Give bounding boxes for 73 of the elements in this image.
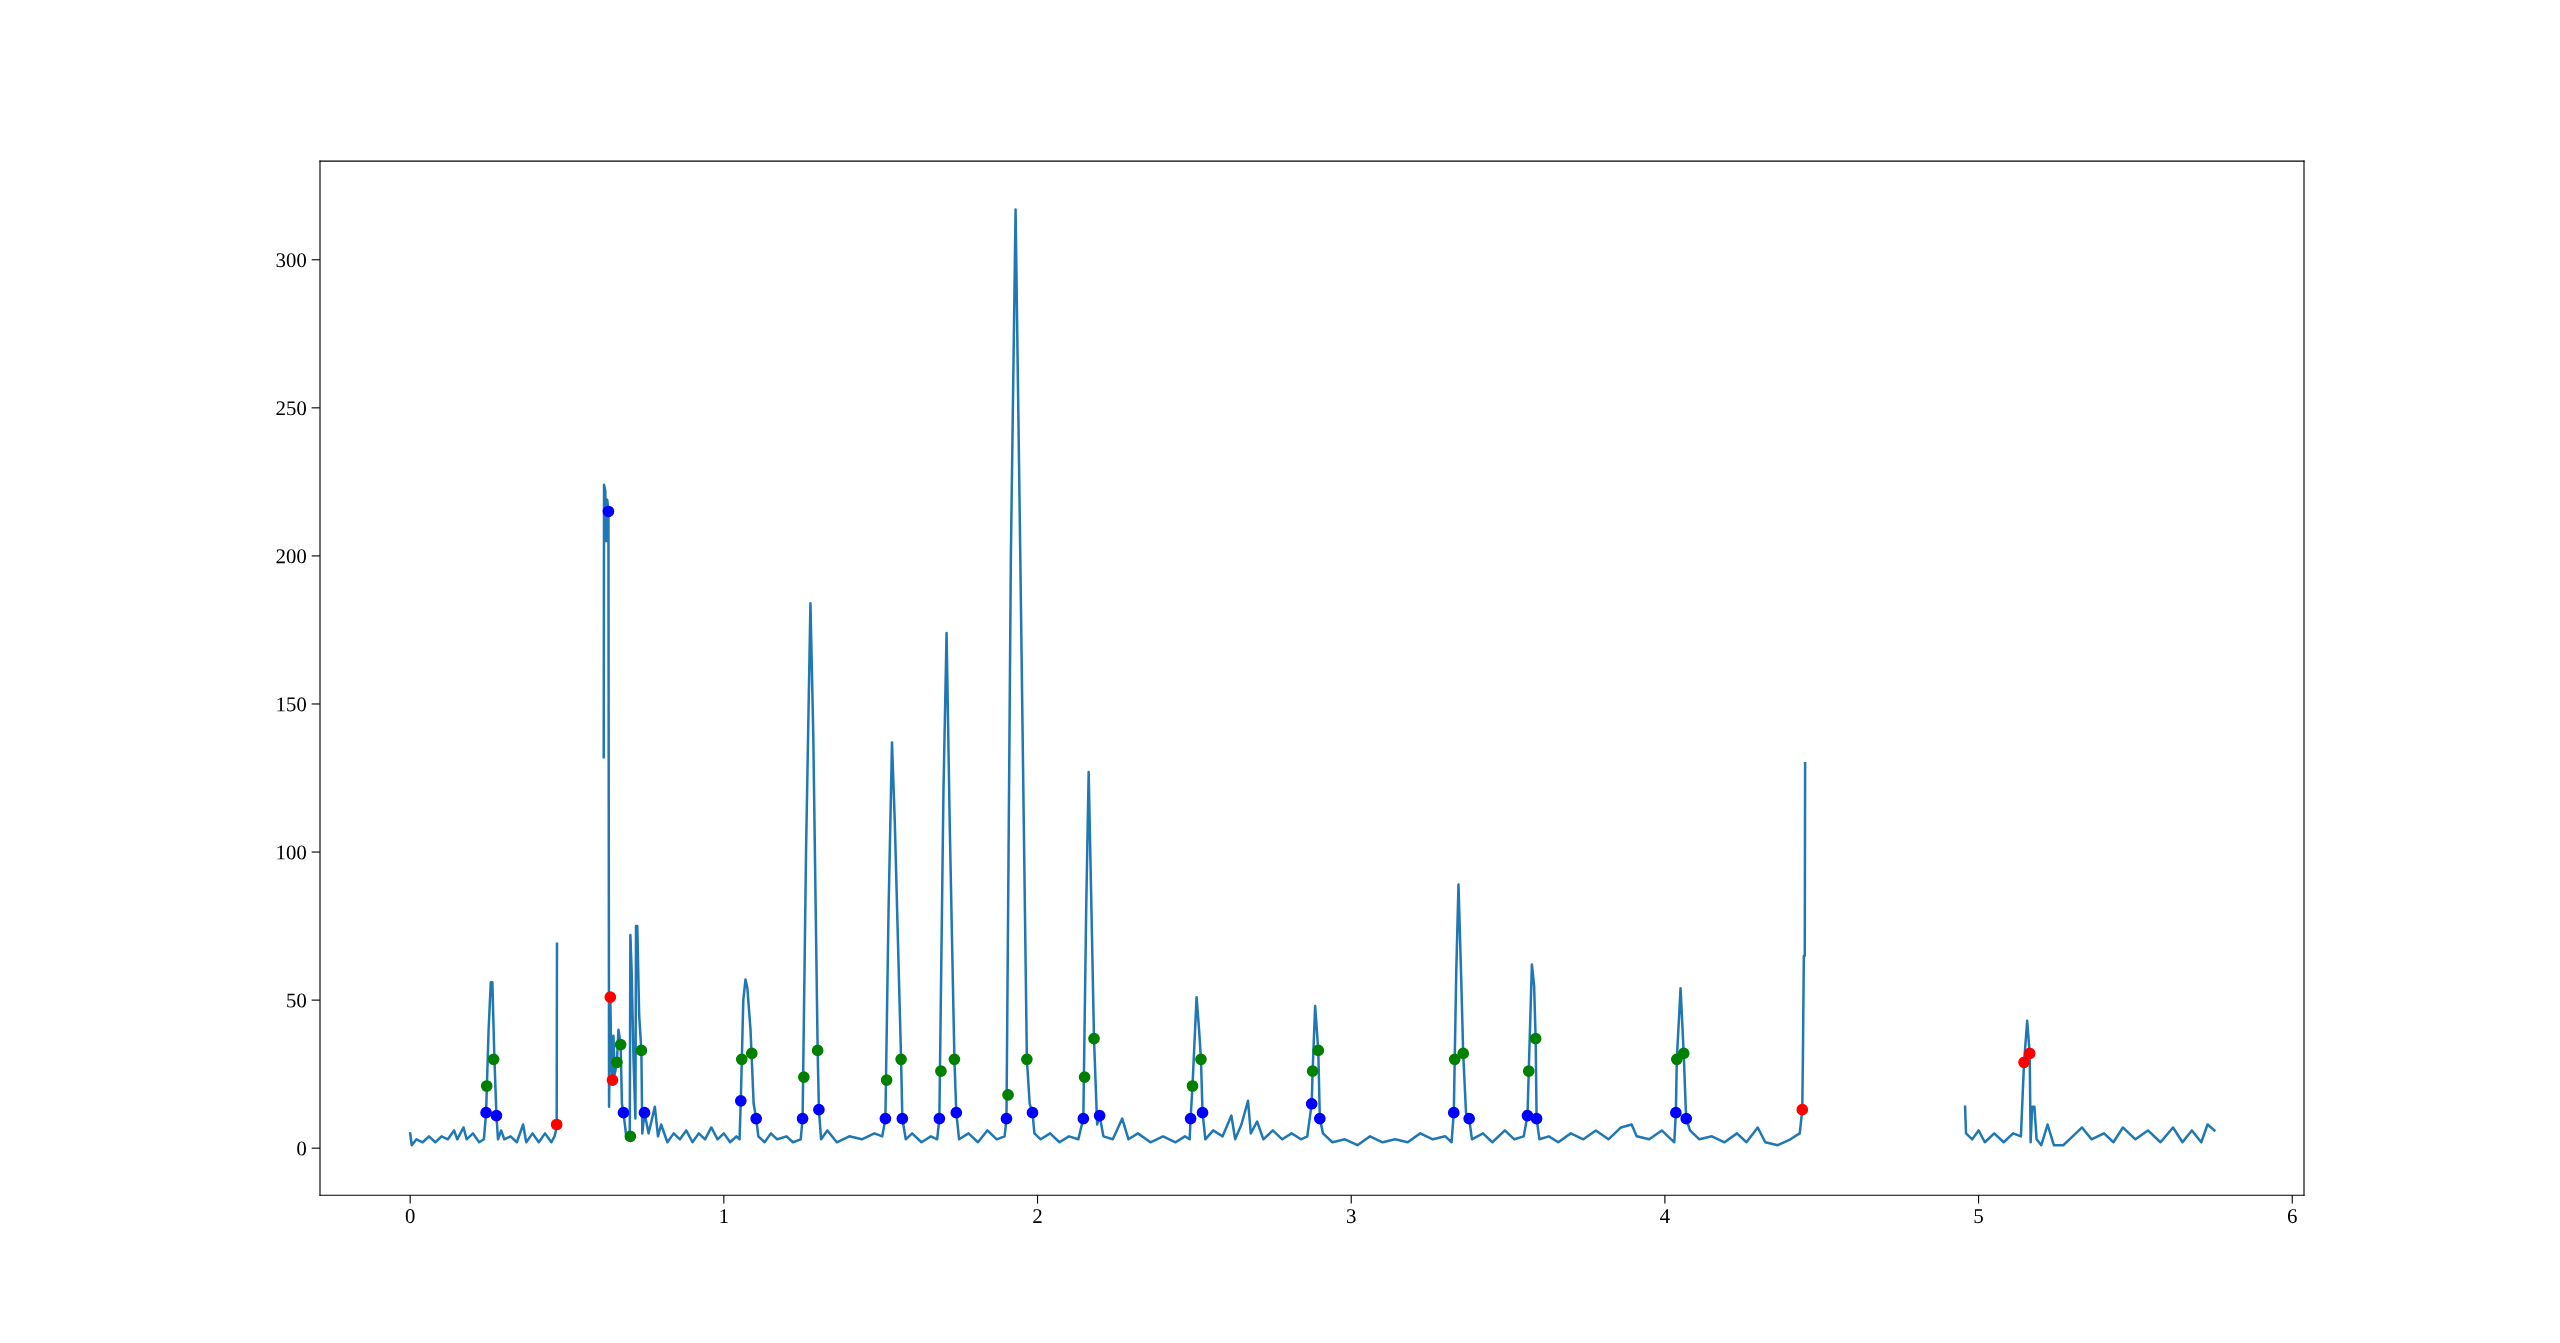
point	[1077, 1112, 1090, 1125]
point	[1306, 1065, 1319, 1078]
point	[480, 1106, 492, 1119]
point	[1002, 1089, 1014, 1101]
point	[813, 1103, 825, 1116]
point	[611, 1056, 623, 1069]
x-tick-label: 6	[2287, 1209, 2297, 1224]
y-tick-label: 100	[277, 845, 307, 860]
x-tick-label: 0	[405, 1209, 415, 1224]
point	[1021, 1053, 1033, 1066]
point	[879, 1112, 892, 1125]
point	[948, 1053, 961, 1066]
y-tick-label: 250	[276, 401, 307, 416]
y-tick-label: 150	[277, 697, 307, 712]
point	[490, 1109, 503, 1122]
point	[635, 1044, 648, 1057]
point	[1677, 1047, 1690, 1060]
point	[1186, 1080, 1199, 1092]
point	[617, 1106, 630, 1119]
point	[933, 1112, 946, 1125]
point	[735, 1053, 748, 1066]
point	[1529, 1032, 1542, 1045]
point	[1312, 1044, 1325, 1057]
point	[1447, 1106, 1460, 1119]
point	[1670, 1106, 1682, 1119]
point	[734, 1094, 747, 1107]
point	[1093, 1109, 1106, 1122]
x-tick-label: 1	[720, 1209, 728, 1223]
point	[1463, 1112, 1475, 1125]
point	[797, 1071, 810, 1083]
point	[1196, 1106, 1209, 1119]
point	[1184, 1112, 1197, 1125]
point	[550, 1118, 563, 1131]
point	[1313, 1112, 1326, 1125]
point	[606, 1074, 619, 1086]
point	[1305, 1097, 1318, 1110]
point	[614, 1038, 627, 1051]
point	[1530, 1112, 1543, 1125]
point	[1026, 1106, 1039, 1119]
point	[750, 1112, 763, 1125]
point	[487, 1053, 500, 1066]
point	[1088, 1032, 1100, 1045]
point	[896, 1112, 909, 1125]
point	[638, 1106, 651, 1119]
point	[1680, 1112, 1693, 1125]
x-tick-label: 2	[1033, 1209, 1042, 1223]
y-tick-label: 50	[287, 993, 307, 1008]
point	[880, 1074, 893, 1086]
point	[624, 1130, 637, 1143]
point	[745, 1047, 758, 1060]
y-tick-label: 0	[297, 1141, 307, 1156]
point	[480, 1080, 493, 1092]
point	[1000, 1112, 1013, 1125]
y-tick-label: 200	[276, 549, 307, 564]
point	[602, 505, 615, 518]
point	[604, 991, 617, 1003]
point	[950, 1106, 963, 1119]
point	[811, 1044, 824, 1057]
point	[2023, 1047, 2036, 1060]
point	[895, 1053, 907, 1066]
point	[1078, 1071, 1091, 1083]
point	[1195, 1053, 1207, 1066]
point	[1522, 1065, 1535, 1078]
x-tick-label: 4	[1660, 1209, 1670, 1223]
x-tick-label: 3	[1347, 1209, 1356, 1224]
point	[2018, 1056, 2030, 1069]
x-tick-label: 5	[1974, 1209, 1983, 1224]
point	[1448, 1053, 1461, 1066]
point	[796, 1112, 809, 1125]
y-tick-label: 300	[276, 253, 307, 268]
point	[1796, 1103, 1809, 1116]
point	[935, 1065, 947, 1078]
point	[1457, 1047, 1470, 1060]
